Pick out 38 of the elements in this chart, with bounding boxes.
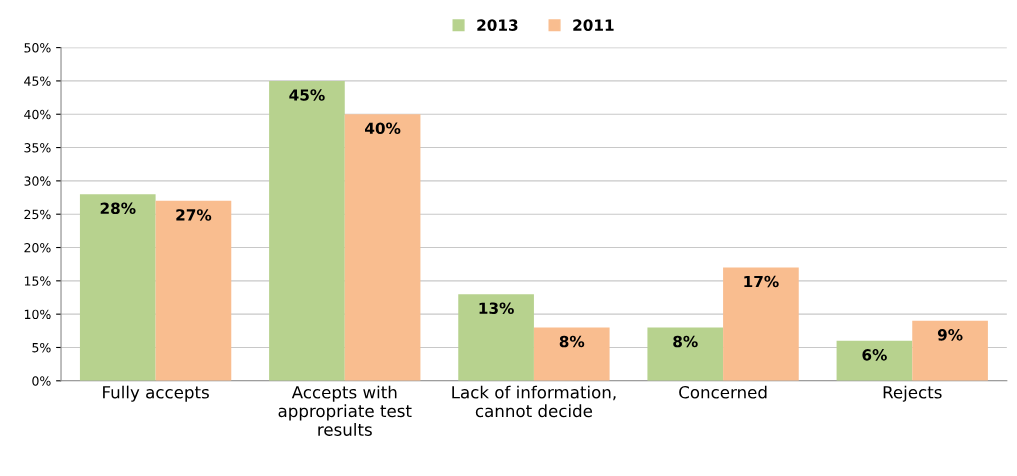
y-tick-label: 15% <box>24 276 51 286</box>
bar <box>723 267 799 381</box>
y-tick-label: 50% <box>24 43 51 53</box>
x-tick-label: Accepts with appropriate test results <box>278 385 412 436</box>
x-tick-label: Rejects <box>883 385 942 402</box>
data-label: 17% <box>744 275 779 288</box>
y-tick-label: 40% <box>24 109 51 120</box>
y-tick-label: 25% <box>24 209 51 220</box>
bar <box>344 114 421 381</box>
legend-label: 2011 <box>573 19 614 31</box>
bar <box>647 327 724 381</box>
data-label: 6% <box>862 349 887 361</box>
x-tick-label: Fully accepts <box>103 385 209 402</box>
y-tick-label: 35% <box>24 143 51 153</box>
data-label: 9% <box>937 329 963 341</box>
bar <box>458 294 534 381</box>
legend-label: 2013 <box>477 19 518 31</box>
x-tick-label: Lack of information, cannot decide <box>452 385 616 418</box>
bar <box>79 194 156 381</box>
bar <box>269 80 345 381</box>
data-label: 40% <box>365 122 401 135</box>
data-label: 8% <box>559 335 585 348</box>
data-label: 8% <box>673 335 698 348</box>
y-tick-label: 30% <box>24 176 51 186</box>
y-tick-label: 45% <box>24 76 51 86</box>
y-tick-label: 10% <box>24 309 51 320</box>
bar <box>836 340 913 381</box>
bar <box>155 200 232 381</box>
x-tick-label: Concerned <box>679 385 767 399</box>
bar <box>533 327 610 381</box>
data-label: 28% <box>100 202 136 215</box>
data-label: 13% <box>479 302 514 314</box>
y-tick-label: 20% <box>24 242 51 253</box>
bar <box>912 320 988 381</box>
data-label: 45% <box>289 89 325 101</box>
data-label: 27% <box>176 209 212 221</box>
y-tick-label: 0% <box>32 376 51 386</box>
y-tick-label: 5% <box>32 342 51 353</box>
